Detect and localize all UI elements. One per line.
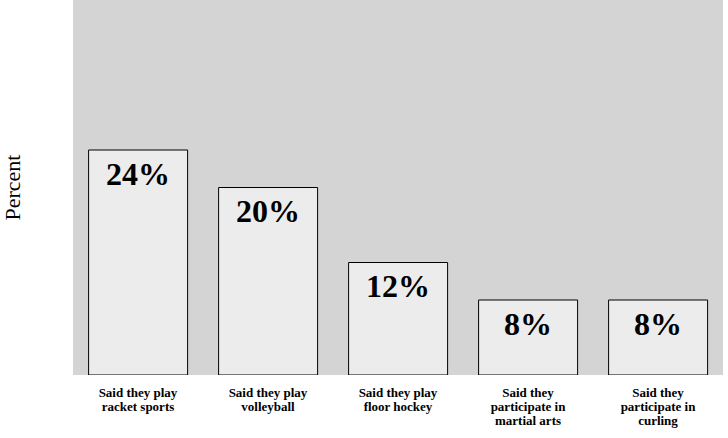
svg-text:8%: 8% (504, 306, 552, 342)
svg-text:Said they playfloor hockey: Said they playfloor hockey (359, 385, 438, 414)
svg-text:Said they playvolleyball: Said they playvolleyball (229, 385, 308, 414)
svg-text:12%: 12% (366, 268, 430, 304)
svg-text:Said they playracket sports: Said they playracket sports (99, 385, 178, 414)
svg-text:Percent: Percent (0, 155, 25, 221)
svg-text:20%: 20% (236, 193, 300, 229)
svg-text:Said theyparticipate incurling: Said theyparticipate incurling (621, 385, 697, 428)
svg-text:Said theyparticipate inmartial: Said theyparticipate inmartial arts (491, 385, 567, 428)
svg-text:8%: 8% (634, 306, 682, 342)
svg-text:24%: 24% (106, 156, 170, 192)
